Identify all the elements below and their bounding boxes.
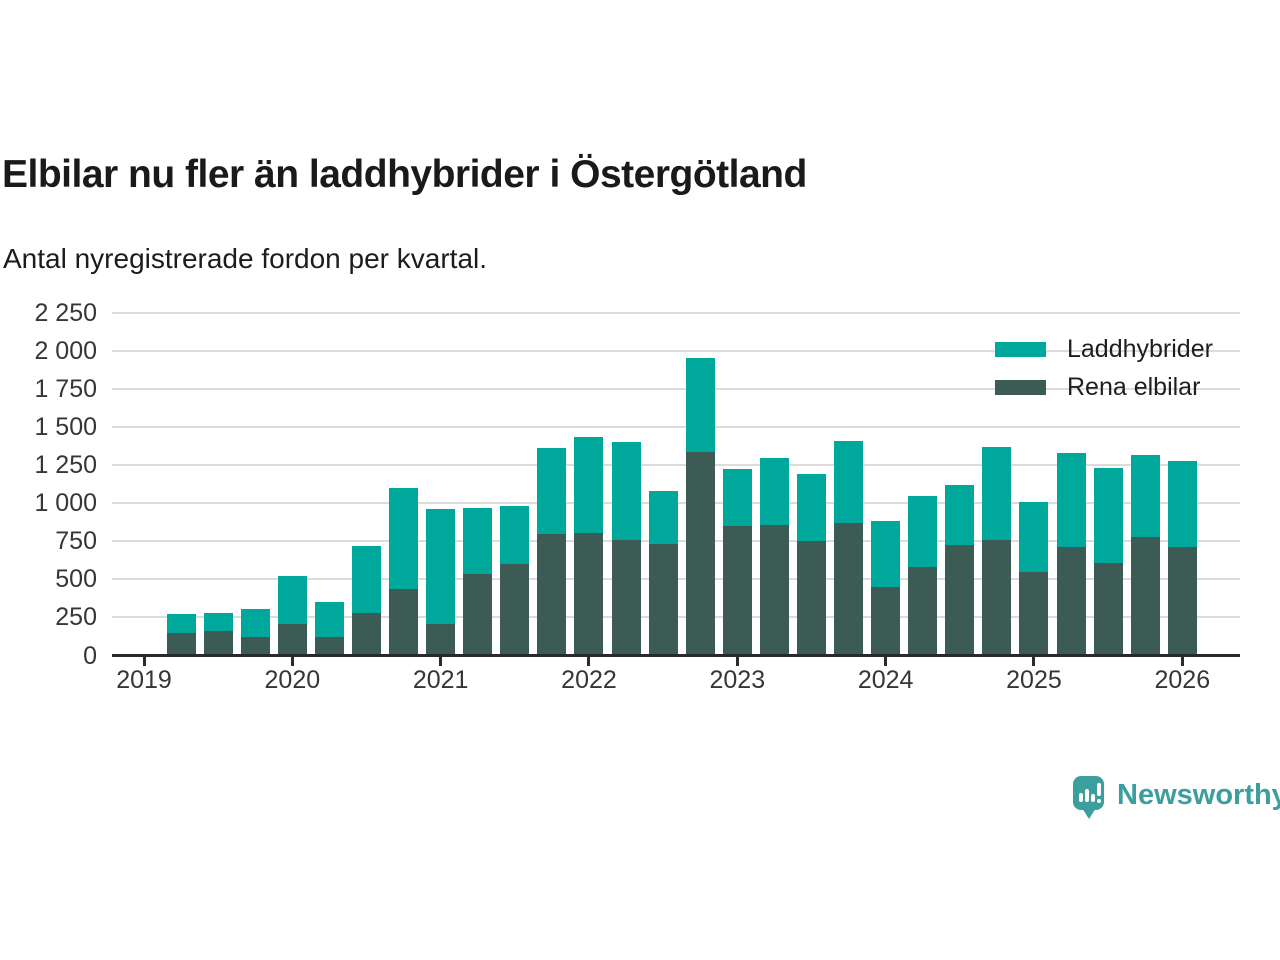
x-axis-year-label: 2025 bbox=[1006, 666, 1062, 694]
x-axis-tick bbox=[1032, 657, 1036, 666]
bar-segment-laddhybrider bbox=[203, 612, 233, 632]
x-axis-tick bbox=[290, 657, 294, 666]
chart-title: Elbilar nu fler än laddhybrider i Österg… bbox=[2, 153, 807, 196]
bar-segment-rena-elbilar bbox=[166, 633, 196, 656]
y-axis-tick-label: 250 bbox=[55, 603, 97, 632]
legend-swatch-rena-elbilar bbox=[995, 380, 1046, 395]
bar-segment-rena-elbilar bbox=[796, 540, 826, 656]
bar-segment-rena-elbilar bbox=[574, 532, 604, 656]
bar-segment-rena-elbilar bbox=[759, 525, 789, 656]
y-axis-tick-label: 1 750 bbox=[34, 375, 97, 404]
bar-segment-laddhybrider bbox=[908, 496, 938, 568]
x-axis-year-label: 2020 bbox=[264, 666, 321, 694]
legend-label: Rena elbilar bbox=[1067, 373, 1201, 401]
bar-segment-rena-elbilar bbox=[500, 564, 530, 656]
bar-segment-rena-elbilar bbox=[1019, 571, 1049, 656]
legend-label: Laddhybrider bbox=[1067, 335, 1213, 363]
bar-chart-speech-bubble-icon bbox=[1073, 776, 1104, 810]
bar-segment-laddhybrider bbox=[166, 614, 196, 634]
x-axis-tick bbox=[439, 657, 443, 666]
gridline bbox=[112, 388, 1240, 391]
legend-swatch-laddhybrider bbox=[995, 342, 1046, 357]
bar-segment-rena-elbilar bbox=[463, 574, 493, 656]
bar-segment-rena-elbilar bbox=[945, 545, 975, 656]
bar-segment-rena-elbilar bbox=[240, 637, 270, 656]
y-axis-tick-label: 0 bbox=[83, 641, 97, 670]
gridline bbox=[112, 426, 1240, 429]
bar-segment-laddhybrider bbox=[1130, 454, 1160, 537]
bar-segment-laddhybrider bbox=[574, 437, 604, 533]
x-axis-year-label: 2026 bbox=[1154, 666, 1211, 694]
bar-segment-rena-elbilar bbox=[908, 567, 938, 656]
bar-segment-rena-elbilar bbox=[611, 539, 641, 656]
bar-segment-rena-elbilar bbox=[648, 543, 678, 656]
bar-segment-laddhybrider bbox=[945, 485, 975, 546]
gridline bbox=[112, 312, 1240, 314]
bar-segment-rena-elbilar bbox=[1130, 536, 1160, 656]
x-axis-year-label: 2021 bbox=[412, 666, 469, 694]
x-axis-line bbox=[112, 654, 1240, 657]
bar-segment-laddhybrider bbox=[685, 357, 715, 453]
bar-segment-laddhybrider bbox=[500, 505, 530, 565]
bar-segment-rena-elbilar bbox=[1167, 547, 1197, 656]
bar-segment-laddhybrider bbox=[351, 545, 381, 613]
x-axis-year-label: 2019 bbox=[116, 666, 172, 694]
bar-segment-laddhybrider bbox=[426, 509, 456, 625]
x-axis-tick bbox=[884, 657, 888, 666]
x-axis-year-label: 2024 bbox=[857, 666, 914, 694]
bar-segment-rena-elbilar bbox=[685, 452, 715, 656]
bar-segment-laddhybrider bbox=[1056, 453, 1086, 547]
chart-subtitle: Antal nyregistrerade fordon per kvartal. bbox=[3, 243, 488, 274]
speech-bubble-tail bbox=[1082, 808, 1096, 819]
bar-segment-laddhybrider bbox=[277, 576, 307, 624]
x-axis-tick bbox=[587, 657, 591, 666]
bar-segment-laddhybrider bbox=[834, 440, 864, 524]
bar-segment-rena-elbilar bbox=[1056, 546, 1086, 656]
y-axis-tick-label: 2 250 bbox=[34, 299, 97, 327]
bar-segment-rena-elbilar bbox=[982, 539, 1012, 656]
bar-segment-rena-elbilar bbox=[389, 589, 419, 656]
bar-segment-laddhybrider bbox=[463, 507, 493, 575]
bar-segment-laddhybrider bbox=[1093, 468, 1123, 563]
bar-segment-rena-elbilar bbox=[1093, 562, 1123, 656]
bar-segment-rena-elbilar bbox=[351, 612, 381, 656]
x-axis-year-label: 2023 bbox=[709, 666, 766, 694]
bar-segment-laddhybrider bbox=[759, 457, 789, 526]
y-axis-tick-label: 1 000 bbox=[34, 489, 97, 518]
bar-segment-rena-elbilar bbox=[871, 587, 901, 656]
bar-segment-laddhybrider bbox=[871, 520, 901, 587]
brand-name: Newsworthy bbox=[1117, 779, 1280, 811]
x-axis-tick bbox=[142, 657, 146, 666]
y-axis-tick-label: 500 bbox=[55, 565, 97, 594]
bar-segment-laddhybrider bbox=[240, 609, 270, 638]
bar-segment-laddhybrider bbox=[314, 602, 344, 638]
bar-segment-laddhybrider bbox=[611, 441, 641, 540]
bar-segment-rena-elbilar bbox=[834, 523, 864, 656]
bar-segment-rena-elbilar bbox=[314, 637, 344, 656]
bar-segment-laddhybrider bbox=[1167, 461, 1197, 548]
bar-segment-laddhybrider bbox=[648, 491, 678, 544]
bar-segment-rena-elbilar bbox=[426, 624, 456, 656]
gridline bbox=[112, 464, 1240, 467]
bar-segment-laddhybrider bbox=[796, 473, 826, 541]
bar-segment-laddhybrider bbox=[389, 488, 419, 590]
y-axis-tick-label: 1 500 bbox=[34, 413, 97, 442]
bar-segment-rena-elbilar bbox=[537, 534, 567, 656]
gridline bbox=[112, 350, 1240, 353]
x-axis-year-label: 2022 bbox=[561, 666, 617, 694]
bar-segment-rena-elbilar bbox=[722, 526, 752, 656]
bar-segment-rena-elbilar bbox=[277, 623, 307, 656]
bar-segment-laddhybrider bbox=[722, 469, 752, 527]
bar-segment-rena-elbilar bbox=[203, 631, 233, 656]
bar-segment-laddhybrider bbox=[537, 447, 567, 535]
x-axis-tick bbox=[1180, 657, 1184, 666]
y-axis-tick-label: 750 bbox=[55, 527, 97, 556]
y-axis-tick-label: 2 000 bbox=[34, 337, 97, 366]
bar-segment-laddhybrider bbox=[1019, 501, 1049, 572]
x-axis-tick bbox=[735, 657, 739, 666]
bar-segment-laddhybrider bbox=[982, 446, 1012, 540]
y-axis-tick-label: 1 250 bbox=[34, 451, 97, 480]
